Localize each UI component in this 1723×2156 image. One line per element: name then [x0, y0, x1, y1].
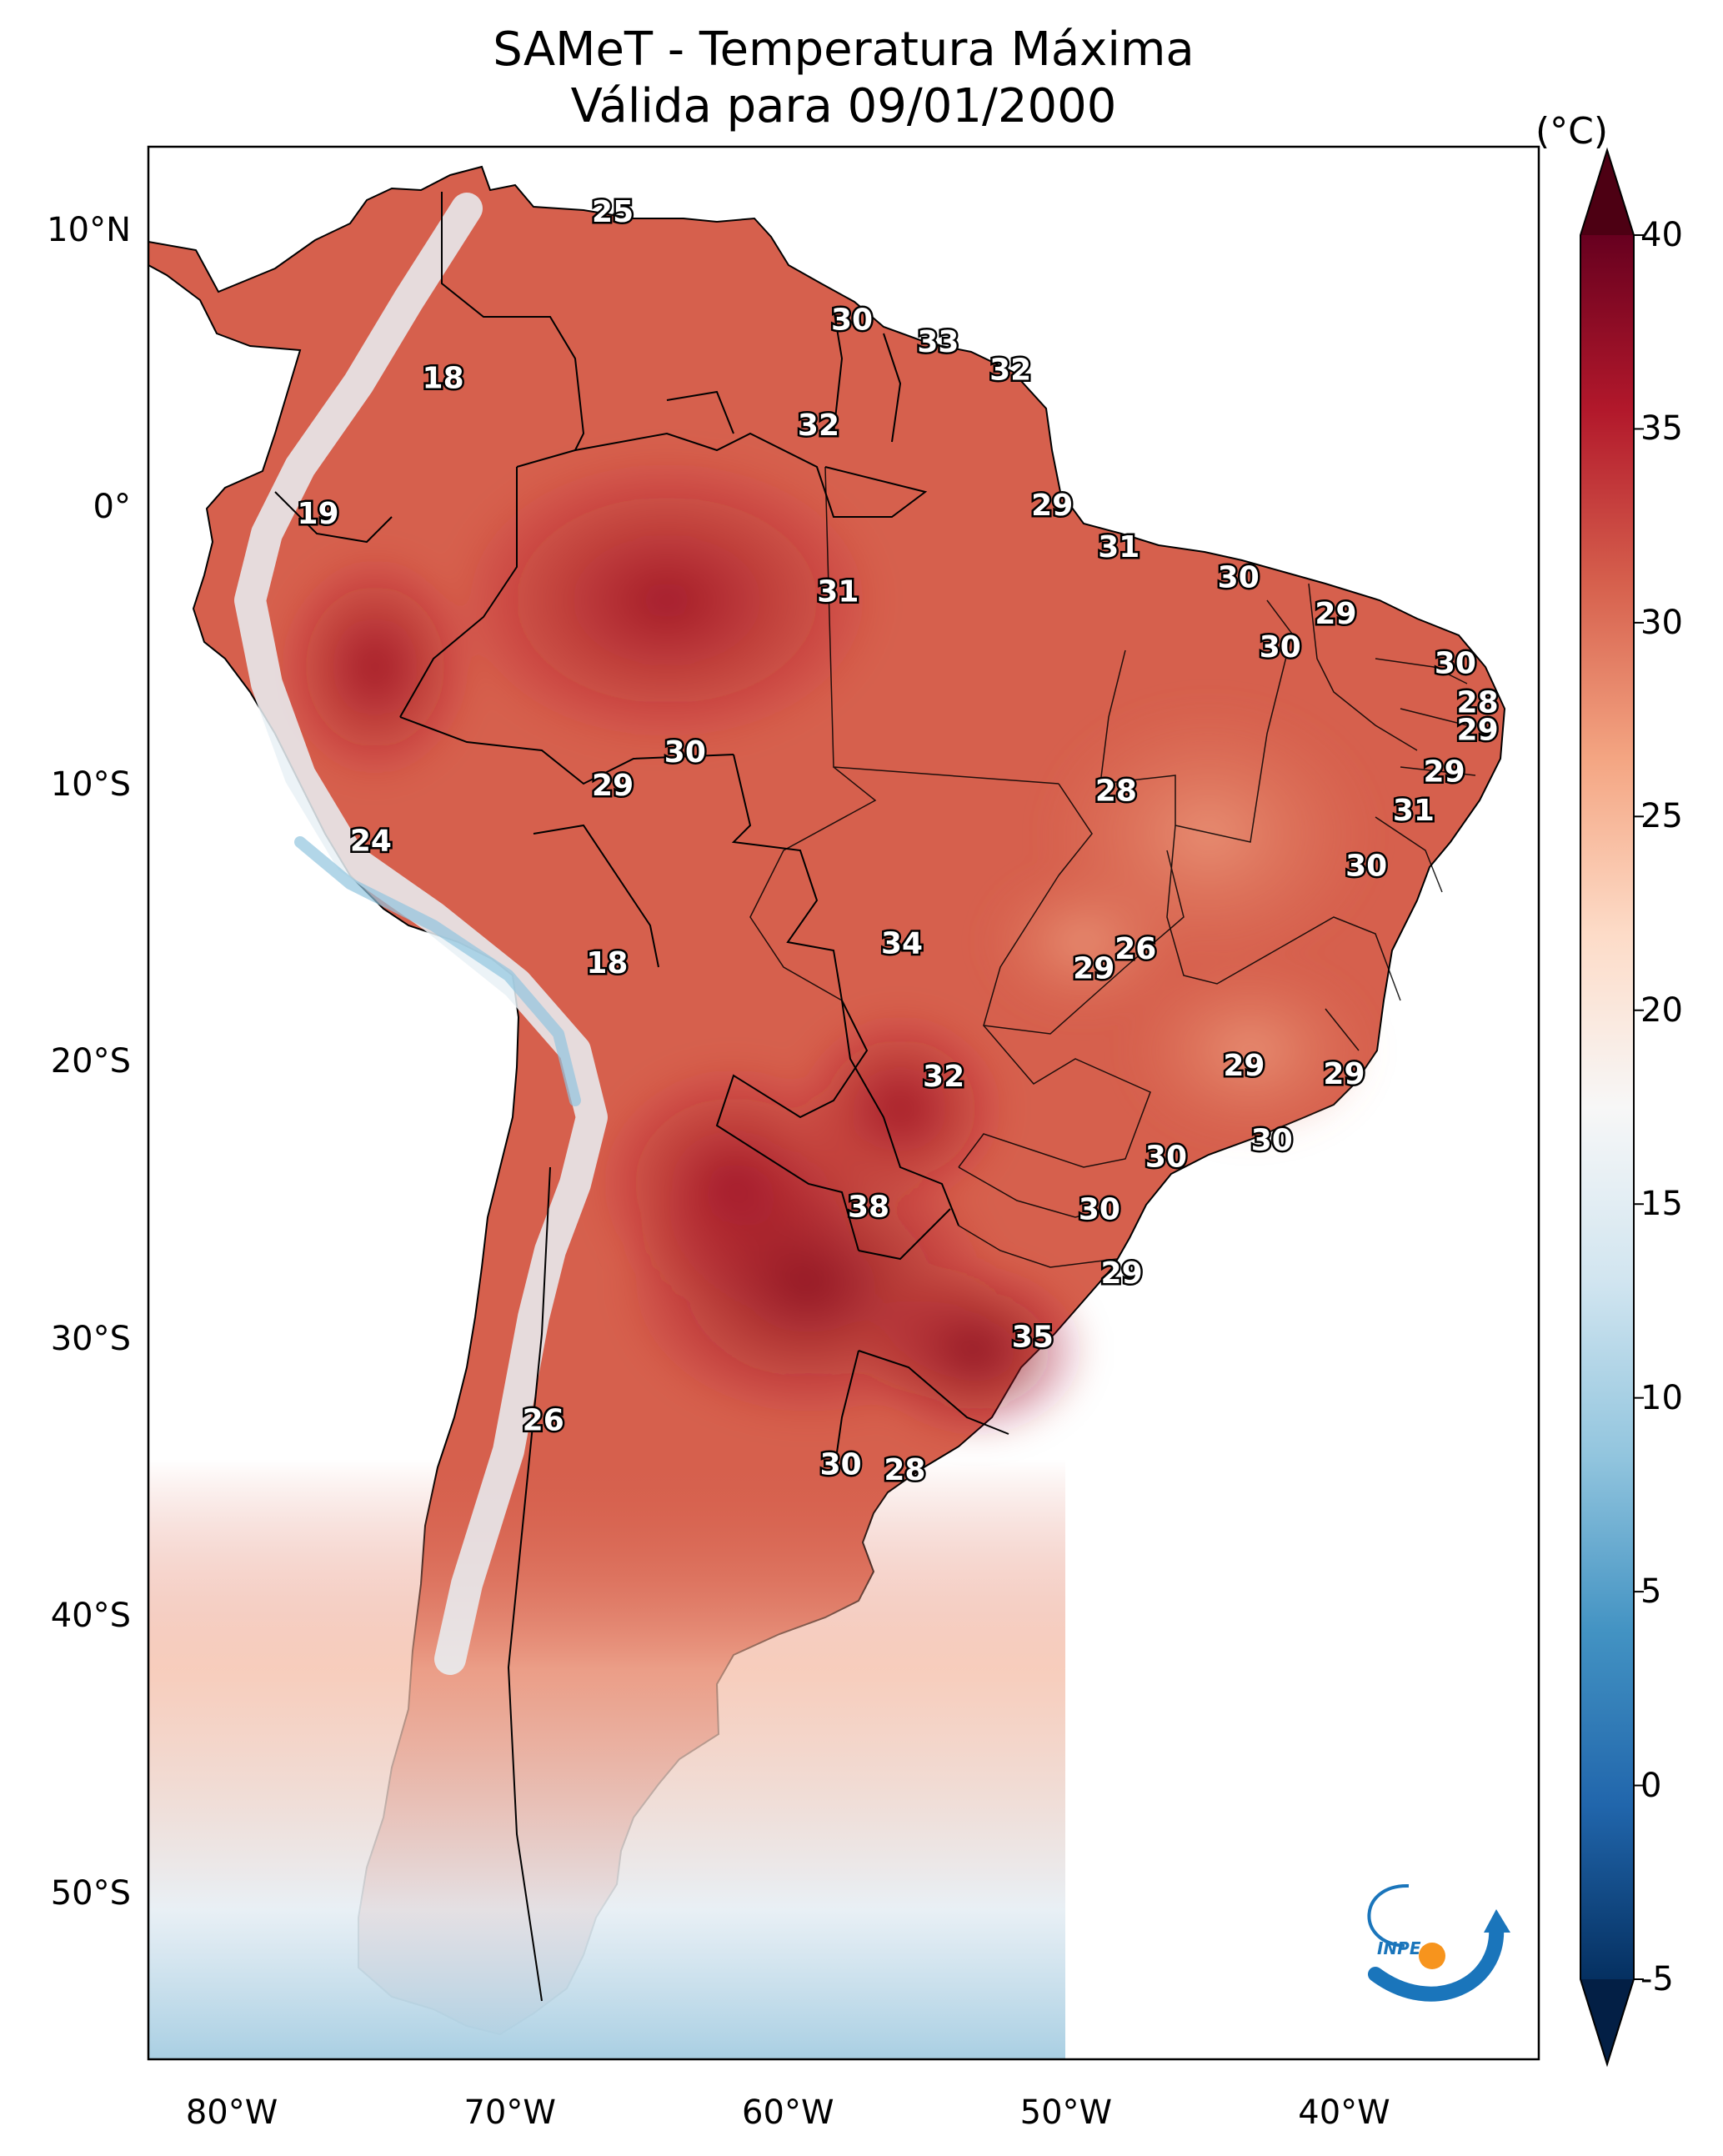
colorbar-tick-label: 10 — [1640, 1378, 1683, 1417]
patagonia-cooling — [148, 1459, 1065, 2059]
temperature-label: 33 — [917, 325, 959, 359]
temperature-shading — [275, 450, 1375, 1442]
latitude-tick-label: 10°S — [50, 765, 131, 804]
colorbar-tick-label: 15 — [1640, 1185, 1683, 1224]
colorbar-upper-extension — [1580, 150, 1634, 235]
temperature-label: 30 — [1251, 1124, 1293, 1158]
temperature-label: 29 — [1315, 597, 1356, 631]
logo-arc — [1368, 1918, 1505, 2002]
colorbar-tick-label: 5 — [1640, 1572, 1662, 1612]
temperature-label: 26 — [1114, 932, 1156, 966]
temperature-label: 30 — [1079, 1193, 1120, 1227]
temperature-label: 18 — [586, 946, 628, 980]
temperature-label: 29 — [1223, 1049, 1265, 1083]
logo-dot — [1419, 1943, 1445, 1969]
temperature-label: 30 — [831, 303, 873, 337]
latitude-tick-label: 0° — [93, 488, 131, 527]
temperature-label: 31 — [1098, 530, 1139, 564]
temperature-label: 25 — [592, 195, 634, 229]
temperature-label: 24 — [350, 824, 392, 858]
temperature-label: 29 — [1073, 951, 1114, 985]
temperature-label: 30 — [1435, 647, 1476, 681]
longitude-tick-label: 50°W — [1019, 2093, 1113, 2132]
temperature-label: 32 — [798, 409, 839, 443]
colorbar-body — [1580, 235, 1634, 1979]
latitude-tick-label: 50°S — [50, 1873, 131, 1913]
temperature-label: 30 — [1218, 561, 1260, 595]
logo-swirl — [1367, 1883, 1410, 1948]
temperature-label: 18 — [423, 361, 464, 395]
temperature-label: 29 — [1031, 489, 1073, 523]
latitude-tick-label: 30°S — [50, 1319, 131, 1358]
colorbar-unit: (°C) — [1535, 110, 1609, 153]
longitude-tick-label: 80°W — [185, 2093, 278, 2132]
latitude-tick-label: 20°S — [50, 1042, 131, 1081]
temperature-label: 35 — [1012, 1321, 1054, 1355]
inpe-logo: INPE — [1367, 1883, 1510, 2002]
colorbar-tick-label: 20 — [1640, 990, 1683, 1030]
state-borders — [749, 466, 1476, 1268]
colorbar-lower-extension — [1580, 1979, 1634, 2064]
temperature-label: 32 — [923, 1060, 964, 1094]
temperature-label: 30 — [1260, 630, 1301, 664]
temperature-label: 30 — [1345, 849, 1387, 883]
temperature-label: 30 — [664, 735, 706, 770]
temperature-label: 30 — [1145, 1140, 1187, 1174]
temperature-label: 29 — [592, 769, 634, 803]
longitude-tick-label: 70°W — [463, 2093, 556, 2132]
colorbar-tick-label: 35 — [1640, 409, 1683, 449]
temperature-label: 29 — [1323, 1057, 1365, 1091]
temperature-label: 34 — [881, 926, 923, 960]
temperature-label: 32 — [989, 353, 1031, 387]
logo-arrow-icon — [1484, 1909, 1510, 1933]
colorbar-tick-label: 40 — [1640, 216, 1683, 254]
temperature-label: 19 — [297, 497, 338, 531]
colorbar — [1580, 147, 1644, 2068]
temperature-label: 28 — [1457, 685, 1499, 720]
colorbar-tick-label: 25 — [1640, 797, 1683, 836]
colorbar-tick-label: -5 — [1640, 1960, 1674, 1998]
temperature-label: 30 — [820, 1448, 862, 1482]
colorbar-tick-label: 30 — [1640, 603, 1683, 642]
temperature-label: 26 — [523, 1403, 564, 1437]
latitude-tick-label: 10°N — [47, 210, 131, 249]
temperature-label: 29 — [1101, 1256, 1143, 1291]
temperature-label: 28 — [1095, 775, 1137, 809]
latitude-tick-label: 40°S — [50, 1597, 131, 1636]
temperature-label: 31 — [817, 574, 859, 609]
map-frame — [147, 145, 1540, 2061]
temperature-label: 29 — [1457, 713, 1499, 747]
logo-text: INPE — [1377, 1938, 1421, 1958]
colorbar-tick-marks — [1634, 234, 1644, 1980]
longitude-tick-label: 40°W — [1298, 2093, 1390, 2132]
andes-core — [294, 836, 581, 1106]
temperature-label: 28 — [884, 1453, 925, 1487]
temperature-label: 29 — [1424, 755, 1465, 789]
longitude-tick-label: 60°W — [742, 2093, 834, 2132]
map-title: SAMeT - Temperatura Máxima — [493, 23, 1195, 77]
temperature-label: 31 — [1393, 794, 1435, 828]
temperature-label: 38 — [848, 1190, 889, 1224]
country-borders — [274, 192, 1009, 2002]
map-subtitle: Válida para 09/01/2000 — [570, 79, 1117, 133]
colorbar-tick-label: 0 — [1640, 1766, 1662, 1805]
